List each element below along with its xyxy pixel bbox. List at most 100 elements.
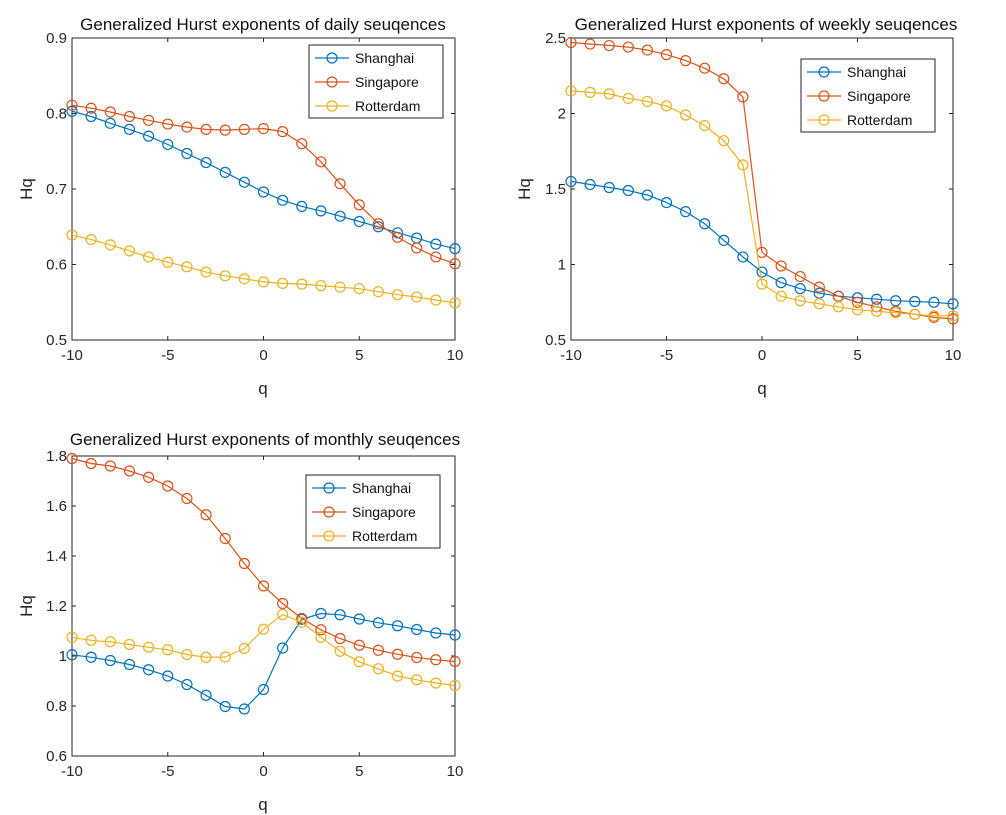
daily-singapore-point bbox=[353, 199, 365, 211]
weekly-singapore-point bbox=[660, 49, 673, 61]
daily-y-tick-label: 0.8 bbox=[46, 106, 67, 123]
monthly-x-tick-label: 0 bbox=[259, 763, 267, 780]
daily-shanghai-point bbox=[85, 110, 97, 123]
daily-legend-rotterdam-marker-icon bbox=[326, 100, 338, 112]
daily-shanghai-point bbox=[353, 215, 365, 228]
daily-x-tick-label: -10 bbox=[61, 347, 83, 364]
weekly-rotterdam-point bbox=[870, 305, 883, 317]
monthly-singapore-point bbox=[200, 509, 212, 521]
monthly-singapore-point bbox=[353, 639, 365, 651]
monthly-rotterdam-point bbox=[391, 670, 404, 682]
weekly-chart-panel: Generalized Hurst exponents of weekly se… bbox=[515, 15, 961, 398]
monthly-x-tick-label: -10 bbox=[61, 763, 83, 780]
weekly-singapore-point bbox=[794, 270, 806, 283]
daily-singapore-point bbox=[143, 114, 155, 126]
weekly-shanghai-point bbox=[603, 181, 615, 194]
weekly-legend-singapore-label: Singapore bbox=[847, 88, 911, 104]
daily-singapore-point bbox=[238, 123, 250, 135]
monthly-singapore-point bbox=[104, 460, 116, 472]
weekly-singapore-point bbox=[622, 41, 634, 53]
daily-shanghai-series-line bbox=[71, 110, 456, 250]
weekly-singapore-point bbox=[851, 296, 864, 308]
daily-shanghai-point bbox=[123, 123, 136, 135]
daily-legend-shanghai-label: Shanghai bbox=[355, 50, 414, 66]
monthly-legend: Shanghai Singapore Rotterdam bbox=[305, 474, 441, 549]
monthly-singapore-point bbox=[411, 651, 423, 664]
weekly-singapore-point bbox=[679, 55, 692, 67]
daily-singapore-point bbox=[296, 138, 308, 150]
monthly-chart-panel: Generalized Hurst exponents of monthly s… bbox=[17, 430, 463, 814]
monthly-shanghai-point bbox=[219, 700, 231, 713]
daily-legend-singapore-marker-icon bbox=[326, 76, 338, 88]
weekly-shanghai-point bbox=[947, 298, 959, 310]
monthly-y-tick-label: 1.6 bbox=[46, 498, 67, 515]
weekly-singapore-point bbox=[775, 260, 787, 272]
daily-x-axis-label: q bbox=[258, 379, 267, 398]
daily-singapore-point bbox=[162, 118, 174, 130]
weekly-legend-rotterdam-label: Rotterdam bbox=[847, 112, 912, 128]
monthly-singapore-point bbox=[296, 612, 308, 625]
daily-shanghai-point bbox=[66, 105, 78, 117]
daily-singapore-point bbox=[181, 121, 193, 133]
daily-shanghai-point bbox=[200, 156, 212, 169]
weekly-rotterdam-point bbox=[928, 310, 940, 322]
monthly-singapore-series-line bbox=[71, 457, 456, 663]
weekly-rotterdam-point bbox=[794, 295, 806, 307]
weekly-shanghai-point bbox=[794, 283, 806, 295]
monthly-rotterdam-point bbox=[85, 634, 97, 646]
monthly-shanghai-point bbox=[143, 664, 155, 676]
monthly-singapore-point bbox=[123, 465, 136, 477]
daily-rotterdam-point bbox=[391, 289, 404, 301]
monthly-singapore-point bbox=[85, 457, 97, 470]
weekly-y-tick-label: 2.5 bbox=[545, 30, 566, 47]
weekly-singapore-point bbox=[699, 62, 711, 74]
daily-rotterdam-point bbox=[257, 276, 270, 288]
monthly-shanghai-point bbox=[315, 607, 327, 620]
daily-singapore-point bbox=[85, 102, 97, 114]
monthly-rotterdam-point bbox=[372, 663, 384, 675]
weekly-legend-rotterdam-marker-icon bbox=[818, 114, 830, 126]
weekly-rotterdam-point bbox=[718, 135, 730, 147]
monthly-shanghai-point bbox=[411, 623, 423, 636]
weekly-singapore-point bbox=[718, 73, 730, 85]
monthly-rotterdam-point bbox=[104, 636, 116, 648]
weekly-x-tick-label: 10 bbox=[945, 347, 962, 364]
monthly-singapore-point bbox=[315, 624, 327, 636]
monthly-rotterdam-point bbox=[449, 679, 461, 692]
daily-rotterdam-point bbox=[219, 270, 231, 282]
weekly-shanghai-point bbox=[660, 196, 673, 209]
daily-rotterdam-point bbox=[123, 245, 136, 257]
monthly-legend-rotterdam-marker-icon bbox=[323, 530, 335, 542]
daily-singapore-point bbox=[449, 258, 461, 270]
monthly-shanghai-point bbox=[85, 651, 97, 663]
weekly-singapore-series-line bbox=[570, 41, 954, 320]
daily-shanghai-point bbox=[449, 243, 461, 255]
weekly-shanghai-point bbox=[775, 277, 787, 289]
weekly-rotterdam-point bbox=[909, 308, 921, 320]
weekly-shanghai-point bbox=[584, 178, 596, 191]
weekly-singapore-point bbox=[737, 91, 749, 103]
daily-legend-shanghai-marker-icon bbox=[326, 52, 338, 64]
monthly-singapore-point bbox=[181, 492, 193, 505]
monthly-y-tick-label: 1.4 bbox=[46, 548, 67, 565]
weekly-y-tick-label: 1 bbox=[558, 257, 566, 274]
monthly-shanghai-point bbox=[66, 649, 78, 661]
monthly-rotterdam-point bbox=[143, 641, 155, 653]
monthly-rotterdam-point bbox=[315, 631, 327, 643]
weekly-x-tick-label: 0 bbox=[758, 347, 766, 364]
daily-rotterdam-point bbox=[143, 251, 155, 263]
daily-shanghai-point bbox=[238, 176, 250, 188]
daily-rotterdam-point bbox=[315, 280, 327, 292]
monthly-shanghai-point bbox=[181, 678, 193, 691]
daily-chart-panel: Generalized Hurst exponents of daily seu… bbox=[17, 15, 463, 398]
daily-rotterdam-point bbox=[200, 266, 212, 278]
monthly-singapore-point bbox=[449, 655, 461, 668]
daily-shanghai-point bbox=[181, 147, 193, 160]
monthly-singapore-point bbox=[143, 471, 155, 483]
weekly-singapore-point bbox=[584, 38, 596, 50]
weekly-rotterdam-point bbox=[679, 109, 692, 121]
monthly-legend-rotterdam-label: Rotterdam bbox=[352, 528, 417, 544]
daily-x-tick-label: 0 bbox=[259, 347, 267, 364]
monthly-shanghai-point bbox=[238, 703, 250, 715]
